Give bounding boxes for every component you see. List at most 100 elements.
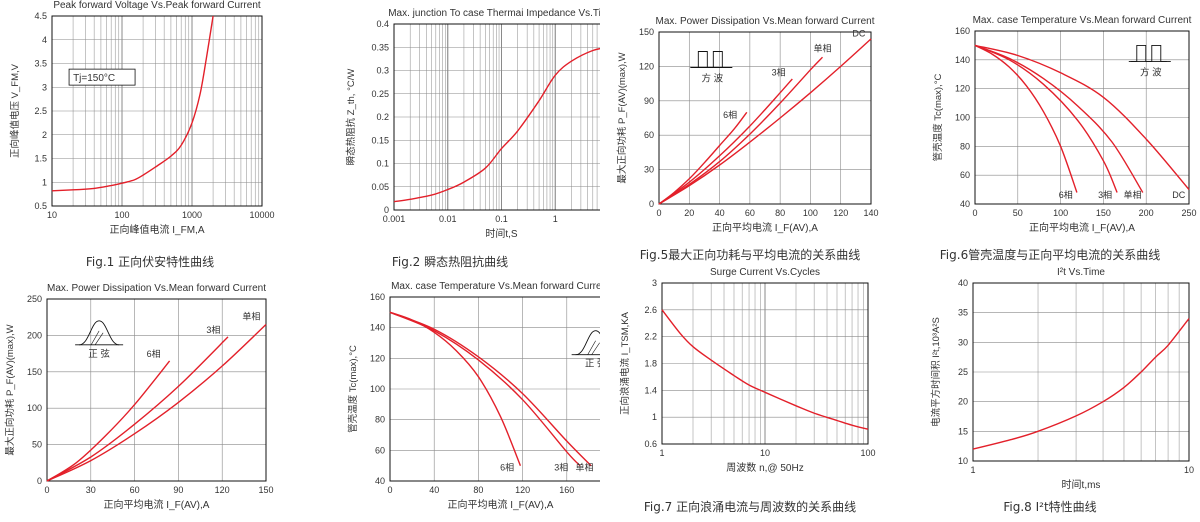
series-label: DC (1172, 190, 1185, 200)
x-tick-label: 1 (659, 448, 664, 458)
y-axis-label: 正向峰值电压 V_FM,V (9, 63, 21, 158)
x-tick-label: 10 (1184, 465, 1194, 475)
x-tick-label: 30 (86, 485, 96, 495)
x-tick-label: 0 (972, 208, 977, 218)
y-tick-label: 80 (960, 141, 970, 151)
x-tick-label: 10 (47, 210, 57, 220)
y-axis-label: 管壳温度 Tc(max),°C (932, 74, 944, 162)
chart-svg-fig2: Max. junction To case Thermai Impedance … (345, 8, 600, 240)
y-tick-label: 150 (639, 27, 654, 37)
caption-fig2: Fig.2 瞬态热阻抗曲线 (391, 255, 509, 269)
plot-frame (661, 282, 869, 445)
y-tick-label: 1.4 (644, 385, 657, 395)
x-tick-label: 80 (473, 485, 483, 495)
chart-title: Max. junction To case Thermai Impedance … (388, 8, 600, 19)
y-tick-label: 120 (955, 84, 970, 94)
series-label: 6相 (723, 109, 737, 120)
y-tick-label: 0.15 (371, 135, 389, 145)
x-tick-label: 0.01 (439, 214, 457, 224)
y-tick-label: 1.5 (34, 154, 47, 164)
chart-panel-fig3: Max. Power Dissipation Vs.Mean forward C… (0, 262, 300, 522)
x-tick-label: 250 (1181, 208, 1196, 218)
x-tick-label: 100 (860, 448, 875, 458)
grid (51, 15, 263, 207)
sine-wave-path (575, 330, 600, 356)
caption-fig6: Fig.6管壳温度与正向平均电流的关系曲线 (939, 248, 1161, 262)
series-label: 6相 (1059, 189, 1073, 200)
y-tick-label: 30 (958, 337, 968, 347)
caption-fig5: Fig.5最大正向功耗与平均电流的关系曲线 (639, 248, 861, 262)
x-axis-label: 正向平均电流 I_F(AV),A (1029, 221, 1135, 234)
y-tick-label: 120 (370, 353, 385, 363)
series-line-DC (974, 44, 1190, 191)
series-label: 6相 (147, 348, 161, 359)
waveform-label: 正 弦 (585, 358, 600, 370)
x-tick-label: 100 (114, 210, 129, 220)
x-axis-label: 周波数 n,@ 50Hz (726, 461, 803, 474)
y-tick-label: 20 (958, 397, 968, 407)
plot-frame (658, 31, 872, 205)
x-axis-label: 时间t,ms (1062, 478, 1101, 491)
x-tick-label: 90 (173, 485, 183, 495)
grid (393, 23, 600, 211)
x-tick-label: 1 (553, 214, 558, 224)
y-tick-label: 3 (652, 278, 657, 288)
series-line-curve (972, 318, 1190, 450)
x-tick-label: 1000 (182, 210, 202, 220)
y-tick-label: 1 (652, 412, 657, 422)
y-tick-label: 1.8 (644, 359, 657, 369)
grid (46, 298, 267, 482)
y-tick-label: 0.35 (371, 42, 389, 52)
chart-title: Max. case Temperature Vs.Mean forward Cu… (973, 15, 1192, 26)
x-axis-label: 正向平均电流 I_F(AV),A (448, 498, 554, 511)
y-axis-label: 正向浪涌电流 I_TSM,KA (619, 311, 631, 415)
annotation-text: Tj=150°C (73, 73, 115, 84)
waveform-hatch (591, 342, 600, 355)
x-tick-label: 100 (1053, 208, 1068, 218)
chart-title: Peak forward Voltage Vs.Peak forward Cur… (53, 0, 261, 11)
plot-frame (393, 23, 600, 211)
series-line-单相 (46, 323, 267, 482)
y-tick-label: 0.3 (376, 66, 389, 76)
y-tick-label: 50 (32, 440, 42, 450)
x-tick-label: 20 (684, 208, 694, 218)
x-tick-label: 140 (863, 208, 878, 218)
y-tick-label: 30 (644, 165, 654, 175)
y-tick-label: 200 (27, 330, 42, 340)
plot-frame (51, 15, 263, 207)
y-tick-label: 140 (955, 55, 970, 65)
y-tick-label: 15 (958, 426, 968, 436)
series-label: 3相 (1098, 189, 1112, 200)
x-tick-label: 100 (803, 208, 818, 218)
chart-svg-fig3: Max. Power Dissipation Vs.Mean forward C… (4, 283, 274, 511)
series-line-3相 (46, 336, 229, 482)
series-line-curve (51, 15, 214, 192)
x-tick-label: 0 (656, 208, 661, 218)
series-label: 3相 (554, 461, 568, 472)
y-tick-label: 60 (375, 445, 385, 455)
y-tick-label: 1 (42, 177, 47, 187)
y-tick-label: 160 (955, 26, 970, 36)
y-tick-label: 60 (644, 130, 654, 140)
chart-title: Max. case Temperature Vs.Mean forward Cu… (391, 281, 600, 292)
x-tick-label: 0.1 (495, 214, 508, 224)
y-tick-label: 60 (960, 170, 970, 180)
series-label: 单相 (1123, 189, 1141, 200)
y-tick-label: 0.05 (371, 182, 389, 192)
caption-fig8: Fig.8 I²t特性曲线 (1003, 500, 1097, 514)
y-tick-label: 0 (649, 199, 654, 209)
y-axis-label: 电流平方时间积 I²t,10³A²S (930, 317, 942, 427)
plot-frame (974, 30, 1190, 205)
series-line-3相 (389, 311, 581, 467)
chart-panel-fig4: Max. case Temperature Vs.Mean forward Cu… (300, 262, 600, 522)
chart-title: Max. Power Dissipation Vs.Mean forward C… (47, 283, 266, 294)
y-tick-label: 10 (958, 456, 968, 466)
series-line-3相 (658, 78, 793, 205)
x-axis-label: 正向平均电流 I_F(AV),A (712, 221, 818, 234)
chart-title: Surge Current Vs.Cycles (710, 267, 820, 278)
chart-panel-fig7: Surge Current Vs.Cycles 1 10 100 0.6 1 1.4 1.8 2… (600, 262, 900, 522)
waveform-label: 方 波 (701, 72, 723, 84)
y-tick-label: 120 (639, 61, 654, 71)
x-tick-label: 40 (715, 208, 725, 218)
